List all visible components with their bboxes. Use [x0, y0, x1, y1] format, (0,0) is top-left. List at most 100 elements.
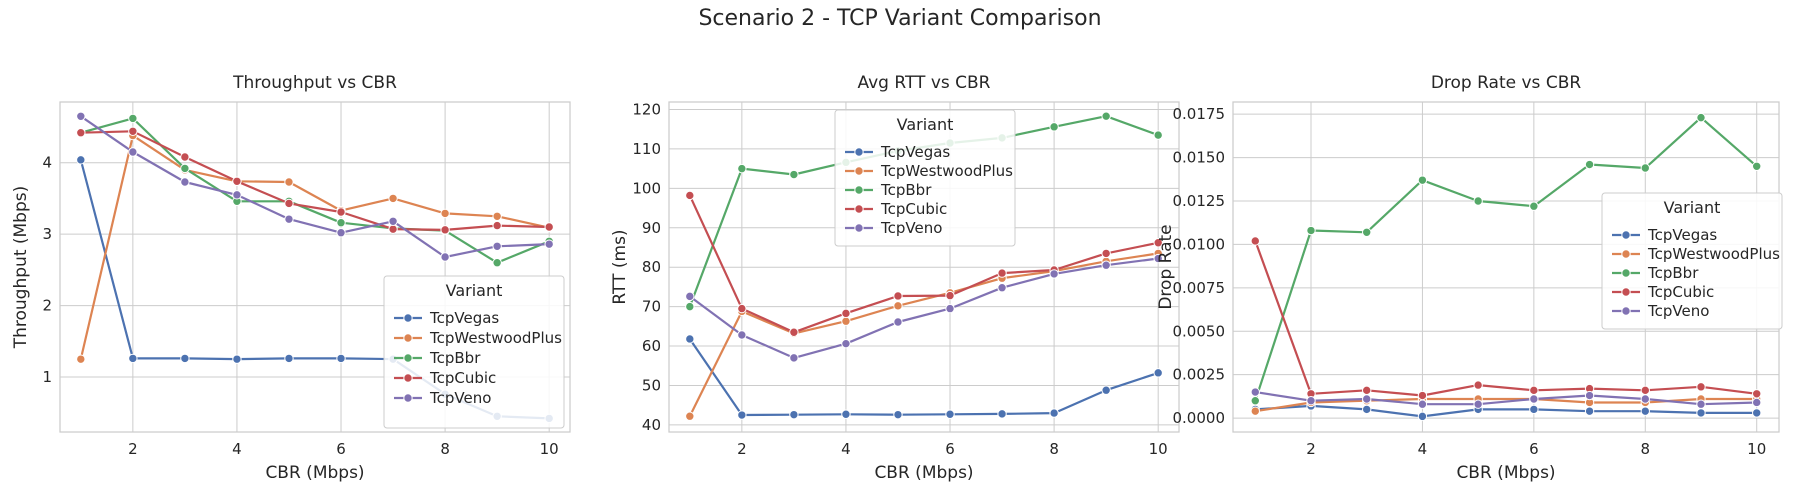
data-point — [336, 228, 346, 238]
data-point — [1529, 201, 1539, 211]
series-line — [1254, 116, 1758, 402]
data-point — [440, 225, 450, 235]
y-axis-label: RTT (ms) — [610, 229, 630, 304]
data-point — [180, 152, 190, 162]
x-tick-label: 8 — [1641, 440, 1651, 458]
x-axis-label: CBR (Mbps) — [874, 463, 973, 483]
series-line — [688, 252, 1159, 417]
x-tick-label: 10 — [1149, 440, 1168, 458]
data-point — [997, 268, 1007, 278]
data-point — [544, 222, 554, 232]
data-point — [1153, 130, 1163, 140]
x-tick-label: 4 — [841, 440, 851, 458]
data-point — [1153, 253, 1163, 264]
legend-swatch-marker — [403, 333, 413, 343]
chart-title: Throughput vs CBR — [232, 73, 397, 93]
legend-swatch-marker — [1621, 306, 1631, 316]
data-point — [1584, 390, 1595, 401]
data-point — [737, 303, 747, 314]
chart-title: Drop Rate vs CBR — [1431, 73, 1582, 93]
data-point — [1529, 385, 1539, 396]
x-tick-label: 10 — [540, 440, 559, 458]
data-point — [180, 177, 190, 187]
series-line — [689, 257, 1159, 359]
data-point — [1362, 385, 1372, 396]
legend-entry-label: TcpWestwoodPlus — [429, 329, 562, 347]
data-point — [76, 111, 86, 121]
y-tick-label: 90 — [642, 219, 661, 237]
legend-entry-label: TcpVegas — [1647, 226, 1717, 244]
data-point — [685, 334, 695, 344]
legend-entry-label: TcpBbr — [429, 349, 481, 367]
data-point — [893, 317, 903, 327]
y-tick-label: 0.0150 — [1173, 149, 1226, 167]
data-point — [1473, 196, 1483, 206]
data-point — [1417, 411, 1428, 422]
legend-swatch-marker — [1621, 287, 1631, 297]
data-point — [388, 216, 398, 226]
series-line — [1255, 404, 1757, 418]
data-point — [128, 147, 138, 157]
data-point — [128, 113, 138, 124]
legend-swatch-marker — [1621, 249, 1631, 259]
data-point — [1529, 404, 1539, 415]
x-tick-label: 4 — [1418, 440, 1428, 458]
y-tick-label: 0.0025 — [1173, 366, 1226, 384]
legend-entry-label: TcpVeno — [1647, 302, 1709, 320]
chart-panel-2: 2 4 6 8 10 40 50 60 70 80 90 100 110 120 Avg RTT vs CB… — [610, 73, 1180, 483]
x-tick-label: 4 — [232, 440, 242, 458]
data-point — [1584, 406, 1595, 416]
data-point — [789, 327, 799, 337]
x-axis-label: CBR (Mbps) — [1456, 463, 1555, 483]
legend-box — [834, 109, 1016, 247]
series-line — [80, 115, 550, 259]
series-tcpveno — [1250, 387, 1762, 409]
data-point — [544, 239, 554, 249]
legend-entry-label: TcpWestwoodPlus — [1647, 245, 1780, 263]
data-point — [1250, 236, 1260, 246]
legend-swatch-marker — [854, 223, 864, 233]
y-tick-label: 3 — [42, 225, 52, 243]
data-point — [1696, 112, 1706, 123]
data-point — [1752, 408, 1762, 418]
legend-swatch-marker — [403, 313, 413, 323]
plot-frame — [59, 101, 571, 433]
legend-swatch-marker — [1621, 268, 1631, 278]
data-point — [1696, 408, 1706, 418]
data-point — [789, 353, 799, 363]
data-point — [1473, 399, 1483, 409]
legend-entry-label: TcpBbr — [1647, 264, 1699, 282]
data-point — [388, 193, 398, 204]
data-point — [997, 282, 1007, 293]
data-point — [232, 354, 242, 364]
series-tcpcubic — [685, 190, 1163, 337]
series-line — [80, 130, 550, 231]
chart-title: Avg RTT vs CBR — [857, 73, 990, 93]
data-point — [1640, 385, 1650, 396]
legend-entry-label: TcpBbr — [880, 181, 932, 199]
data-point — [76, 155, 86, 165]
data-point — [1529, 394, 1539, 404]
data-point — [1752, 397, 1762, 408]
x-tick-label: 6 — [945, 440, 955, 458]
data-point — [1250, 406, 1260, 416]
data-point — [1417, 399, 1428, 409]
y-tick-label: 50 — [642, 376, 661, 394]
series-tcpcubic — [76, 126, 554, 235]
x-tick-label: 8 — [440, 440, 450, 458]
legend-swatch-marker — [854, 166, 864, 176]
legend-box — [383, 275, 565, 429]
data-point — [1049, 408, 1059, 418]
data-point — [388, 224, 398, 234]
data-point — [440, 208, 450, 219]
series-line — [79, 134, 550, 360]
data-point — [1696, 399, 1706, 409]
y-tick-label: 40 — [642, 416, 661, 434]
legend-swatch-marker — [403, 373, 413, 383]
series-line — [688, 194, 1159, 334]
legend: Variant TcpVegas TcpWestwoodPlus TcpBbr TcpC… — [383, 275, 565, 429]
data-point — [336, 353, 346, 364]
data-point — [492, 241, 502, 251]
